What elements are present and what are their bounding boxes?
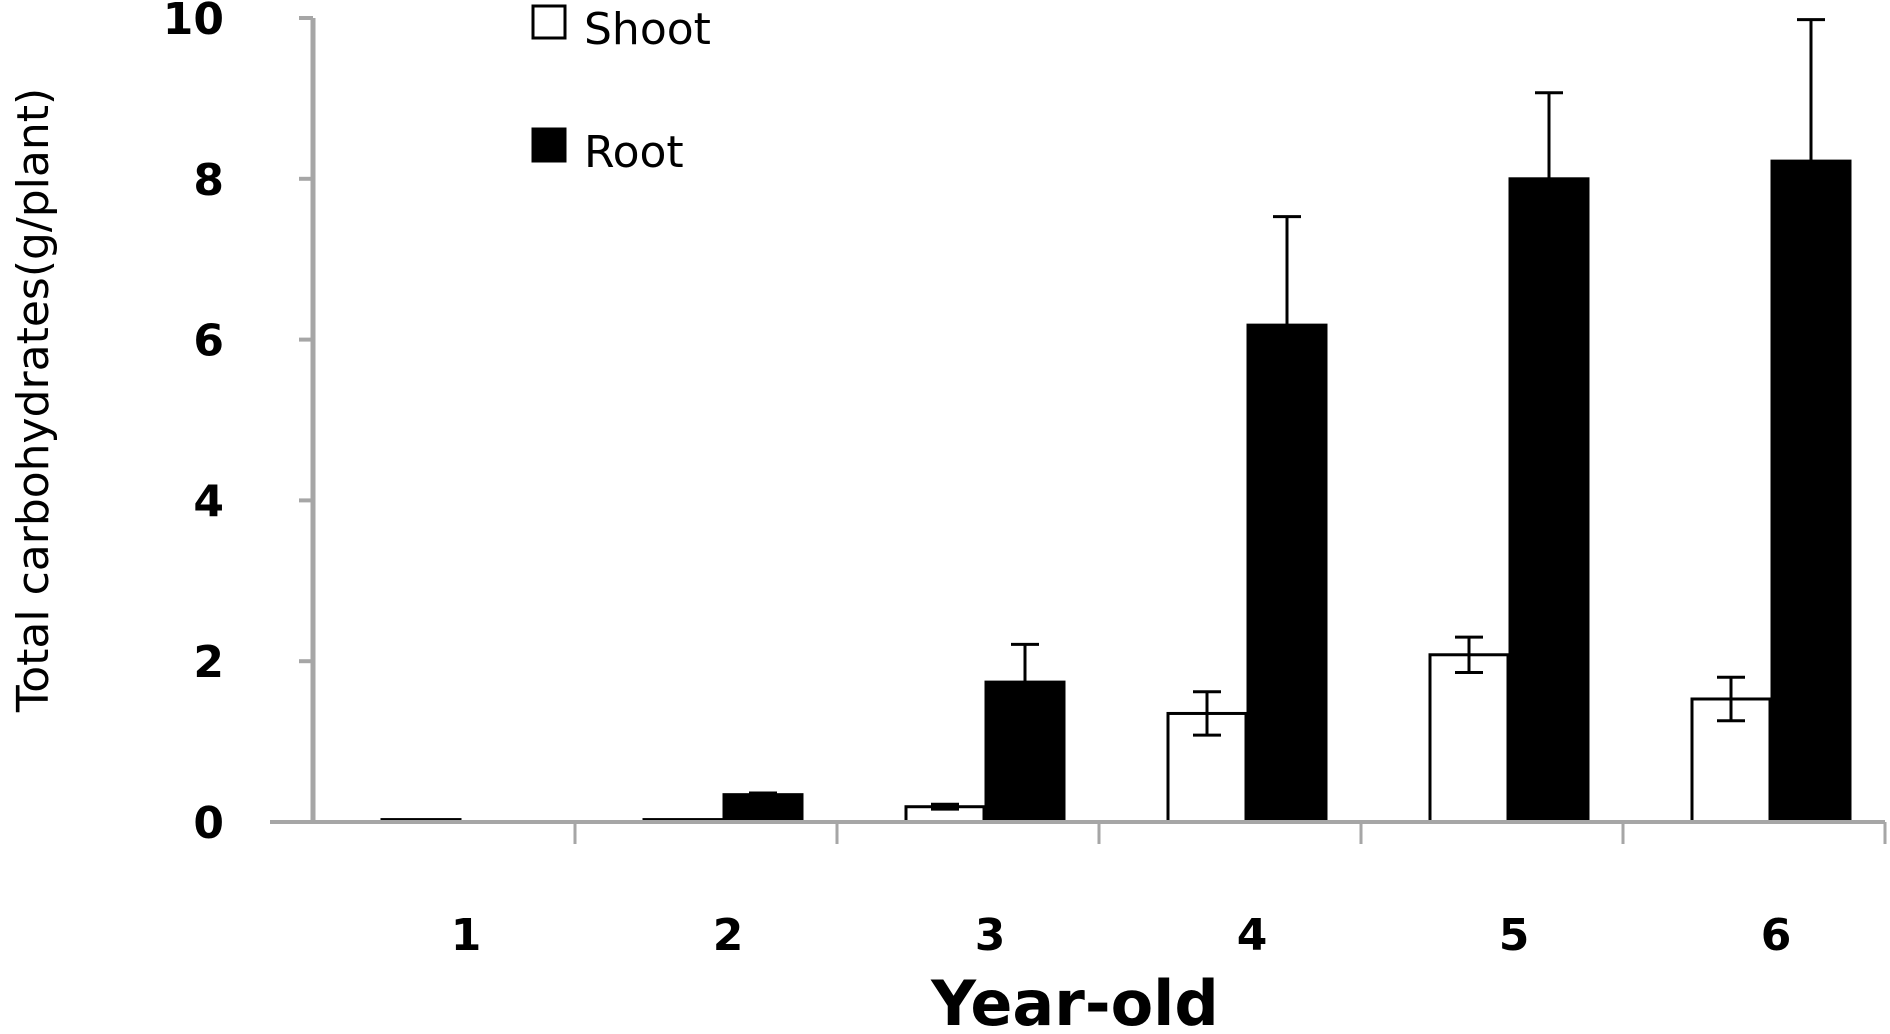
- x-tick-label: 6: [1761, 910, 1792, 961]
- y-tick-label: 4: [193, 476, 224, 527]
- legend-swatch-shoot: [531, 4, 567, 40]
- legend: Shoot Root: [531, 4, 711, 178]
- x-tick-label: 1: [451, 910, 482, 961]
- legend-label-root: Root: [584, 127, 684, 178]
- x-tick-label: 4: [1237, 910, 1268, 961]
- bar-root: [1508, 177, 1590, 824]
- y-tick-label: 0: [193, 798, 224, 849]
- x-tick-label: 2: [713, 910, 744, 961]
- x-tick-label: 3: [975, 910, 1006, 961]
- bar-root: [722, 793, 804, 824]
- x-axis-ticks: 1 2 3 4 5 6: [451, 822, 1887, 961]
- y-tick-label: 10: [163, 0, 224, 45]
- legend-label-shoot: Shoot: [584, 4, 711, 55]
- legend-swatch-root: [531, 127, 567, 163]
- y-tick-label: 6: [193, 316, 224, 367]
- y-tick-label: 8: [193, 155, 224, 206]
- y-axis-ticks: 0 2 4 6 8 10: [163, 0, 313, 849]
- y-axis-title: Total carbohydrates(g/plant): [8, 88, 59, 713]
- x-tick-label: 5: [1499, 910, 1530, 961]
- bars-layer: [380, 159, 1852, 824]
- error-bars-layer: [749, 18, 1825, 811]
- bar-shoot: [1428, 653, 1510, 824]
- x-axis-title: Year-old: [930, 967, 1219, 1034]
- y-tick-label: 2: [193, 637, 224, 688]
